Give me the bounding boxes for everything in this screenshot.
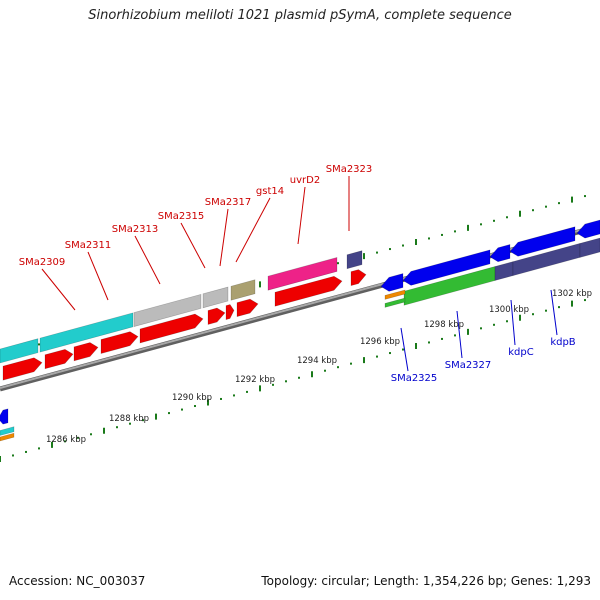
scale-tick-label: 1286 kbp [46, 435, 86, 445]
leader-line-forward [510, 299, 516, 346]
gene-bar-cyan [0, 338, 39, 364]
leader-line-reverse [297, 186, 306, 245]
leader-line-reverse [134, 235, 161, 285]
scale-tick-label: 1288 kbp [109, 414, 149, 424]
gene-arrow-blue [380, 273, 404, 292]
gene-label-reverse: SMa2311 [65, 240, 112, 251]
gene-arrow-red [44, 349, 74, 370]
scale-tick-label: 1290 kbp [172, 393, 212, 403]
gene-bar-magenta [267, 257, 338, 291]
leader-line-reverse [87, 251, 109, 301]
leader-line-reverse [180, 222, 206, 269]
scale-tick-label: 1302 kbp [552, 289, 592, 299]
gene-bar-gray [133, 294, 202, 327]
gene-arrow-blue [489, 244, 511, 263]
gene-bar-green [384, 297, 406, 308]
scale-tick-label: 1296 kbp [360, 337, 400, 347]
gene-arrow-red [207, 307, 226, 325]
gene-arrow-red [350, 269, 367, 287]
gene-label-reverse: SMa2323 [326, 164, 373, 175]
leader-line-forward [400, 327, 409, 372]
scale-tick-label: 1294 kbp [297, 356, 337, 366]
gene-arrow-blue [0, 408, 9, 425]
gene-bar-gray [202, 286, 229, 309]
gene-label-reverse: SMa2309 [19, 257, 66, 268]
scale-tick-label: 1300 kbp [489, 305, 529, 315]
gene-label-reverse: uvrD2 [290, 175, 320, 186]
map-title: Sinorhizobium meliloti 1021 plasmid pSym… [88, 8, 512, 23]
gene-label-reverse: SMa2313 [112, 224, 159, 235]
gene-bar-purple [579, 237, 600, 258]
scale-tick-labels: 1286 kbp 1288 kbp 1290 kbp 1292 kbp 1294 kbp… [46, 289, 592, 445]
gene-label-reverse: SMa2317 [205, 197, 252, 208]
gene-bar-orange [384, 289, 406, 300]
gene-arrow-red [225, 304, 235, 320]
gene-label-forward: SMa2325 [391, 373, 438, 384]
leader-line-reverse [235, 197, 271, 263]
scale-tick-label: 1292 kbp [235, 375, 275, 385]
gene-bar-purple [494, 261, 514, 281]
gene-arrow-blue [576, 219, 600, 239]
gene-arrow-red [73, 342, 99, 362]
gene-label-forward: kdpC [508, 347, 533, 358]
gene-arrow-red [139, 313, 204, 344]
gene-arrow-red [274, 275, 343, 307]
leader-line-reverse [41, 268, 76, 311]
gene-arrow-red [100, 331, 139, 354]
gene-arrow-red [2, 357, 43, 381]
tick-dots-bottom [0, 299, 586, 462]
gene-bar-purple [346, 250, 363, 270]
gene-label-reverse: SMa2315 [158, 211, 205, 222]
leader-line-forward [550, 289, 558, 336]
gene-label-forward: SMa2327 [445, 360, 492, 371]
gene-bar-olive [230, 279, 256, 301]
accession-text: Accession: NC_003037 [9, 574, 146, 588]
label-leader-lines [41, 176, 558, 372]
gene-label-forward: kdpB [550, 337, 575, 348]
gene-label-reverse: gst14 [256, 186, 284, 197]
gene-features [0, 219, 600, 442]
gene-arrow-blue [509, 226, 576, 257]
leader-line-forward [456, 310, 463, 359]
topology-summary: Topology: circular; Length: 1,354,226 bp… [261, 574, 591, 588]
gene-bar-cyan [39, 312, 134, 353]
gene-bar-orange [0, 432, 15, 442]
gene-arrow-red [236, 298, 259, 318]
gene-bar-cyan [0, 426, 15, 436]
leader-line-reverse [219, 208, 229, 267]
scale-tick-label: 1298 kbp [424, 320, 464, 330]
